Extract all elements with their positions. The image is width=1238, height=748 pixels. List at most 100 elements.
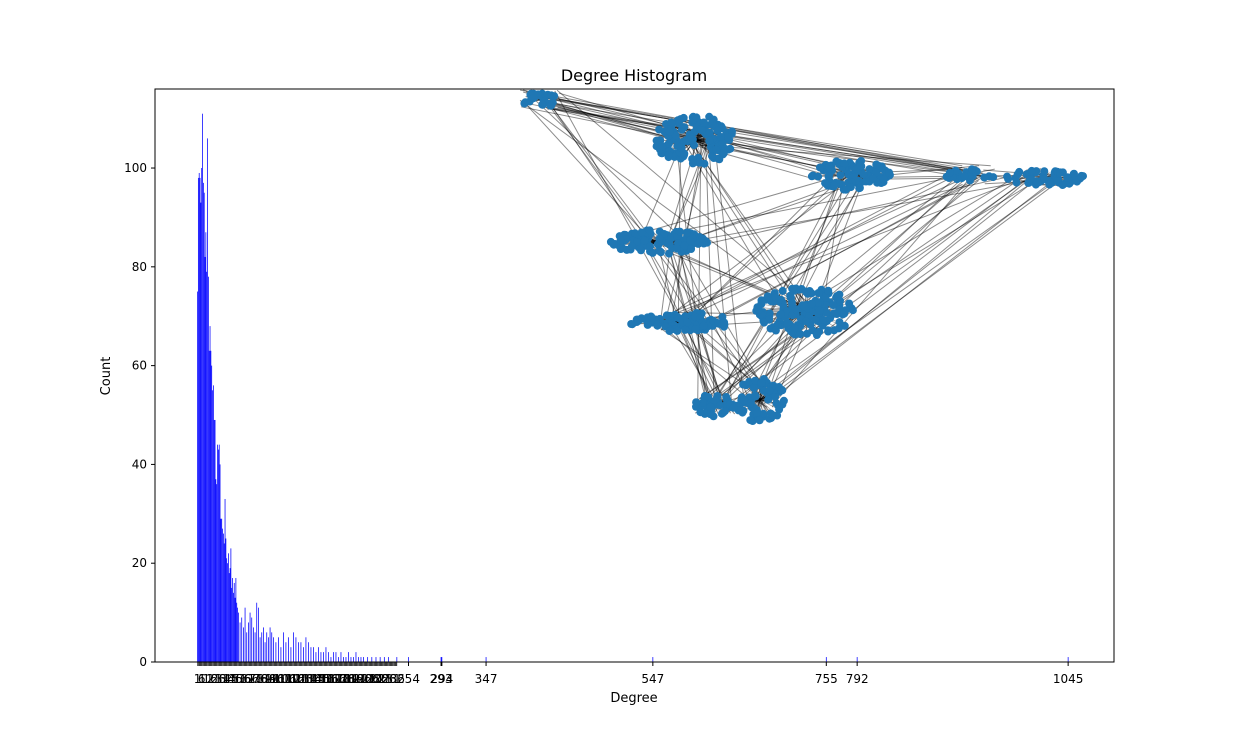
histogram-bar	[388, 657, 389, 662]
x-tick-label: 1045	[1053, 672, 1084, 686]
histogram-bar	[236, 578, 237, 662]
network-node	[824, 328, 832, 336]
network-node	[755, 306, 763, 314]
histogram-bar	[248, 622, 249, 662]
network-node	[786, 292, 794, 300]
histogram-bar	[278, 637, 279, 662]
y-axis-label: Count	[99, 357, 114, 396]
histogram-bar	[197, 292, 198, 662]
histogram-bar	[222, 529, 223, 662]
histogram-bar	[205, 232, 206, 662]
x-tick-label: 792	[846, 672, 869, 686]
histogram-bar	[213, 385, 214, 662]
network-node	[520, 100, 528, 108]
network-node	[808, 300, 816, 308]
histogram-bar	[346, 657, 347, 662]
x-tick-label: 254	[397, 672, 420, 686]
network-node	[692, 398, 700, 406]
histogram-bar	[356, 652, 357, 662]
network-node	[756, 416, 764, 424]
histogram-bar	[333, 652, 334, 662]
histogram-bar	[343, 657, 344, 662]
histogram-bar	[226, 558, 227, 662]
network-node	[961, 172, 969, 180]
histogram-bar	[652, 657, 653, 662]
network-node	[872, 161, 880, 169]
network-node	[653, 322, 661, 330]
network-node	[758, 379, 766, 387]
histogram-bar	[283, 632, 284, 662]
network-node	[1063, 173, 1071, 181]
x-tick-label: 294	[430, 672, 453, 686]
chart-title: Degree Histogram	[561, 66, 707, 85]
network-node	[628, 243, 636, 251]
network-node	[692, 113, 700, 121]
network-node	[655, 235, 663, 243]
network-node	[856, 184, 864, 192]
network-node	[675, 119, 683, 127]
histogram-bar	[301, 642, 302, 662]
network-node	[700, 322, 708, 330]
histogram-bar	[240, 622, 241, 662]
histogram-bar	[265, 642, 266, 662]
histogram-bar	[266, 632, 267, 662]
network-node	[869, 175, 877, 183]
histogram-bar	[208, 277, 209, 662]
network-node	[1056, 168, 1064, 176]
network-node	[739, 381, 747, 389]
network-node	[836, 318, 844, 326]
x-tick-label: 755	[815, 672, 838, 686]
histogram-bar	[251, 618, 252, 662]
network-node	[772, 327, 780, 335]
histogram-bar	[341, 652, 342, 662]
network-node	[825, 172, 833, 180]
histogram-bar	[238, 613, 239, 662]
network-node	[663, 311, 671, 319]
y-tick-label: 60	[132, 359, 147, 373]
network-node	[646, 242, 654, 250]
histogram-bar	[1068, 657, 1069, 662]
histogram-bar	[203, 183, 204, 662]
histogram-bar	[396, 657, 397, 662]
histogram-bar	[217, 445, 218, 662]
network-node	[538, 101, 546, 109]
histogram-bar	[227, 563, 228, 662]
network-node	[689, 159, 697, 167]
histogram-bar	[250, 613, 251, 662]
network-node	[833, 310, 841, 318]
histogram-bar	[408, 657, 409, 662]
network-node	[665, 151, 673, 159]
network-node	[837, 171, 845, 179]
network-node	[857, 162, 865, 170]
network-node	[673, 245, 681, 253]
y-tick-label: 0	[139, 655, 147, 669]
histogram-bar	[336, 652, 337, 662]
histogram-bar	[229, 573, 230, 662]
x-axis-label: Degree	[610, 691, 657, 706]
network-node	[746, 416, 754, 424]
network-node	[655, 126, 663, 134]
histogram-bar	[241, 618, 242, 662]
histogram-bar	[237, 608, 238, 662]
y-tick-label: 40	[132, 457, 147, 471]
histogram-bar	[246, 632, 247, 662]
network-node	[968, 165, 976, 173]
histogram-bar	[376, 657, 377, 662]
histogram-bar	[293, 632, 294, 662]
network-node	[816, 164, 824, 172]
histogram-bar	[321, 652, 322, 662]
network-node	[1059, 181, 1067, 189]
histogram-bar	[256, 603, 257, 662]
histogram-bar	[303, 647, 304, 662]
network-node	[840, 159, 848, 167]
network-node	[634, 317, 642, 325]
histogram-bar	[261, 632, 262, 662]
histogram-bar	[221, 519, 222, 662]
histogram-bar	[323, 652, 324, 662]
histogram-bar	[273, 637, 274, 662]
histogram-bar	[236, 603, 237, 662]
network-node	[686, 236, 694, 244]
histogram-bar	[235, 598, 236, 662]
network-node	[673, 327, 681, 335]
histogram-bar	[291, 647, 292, 662]
